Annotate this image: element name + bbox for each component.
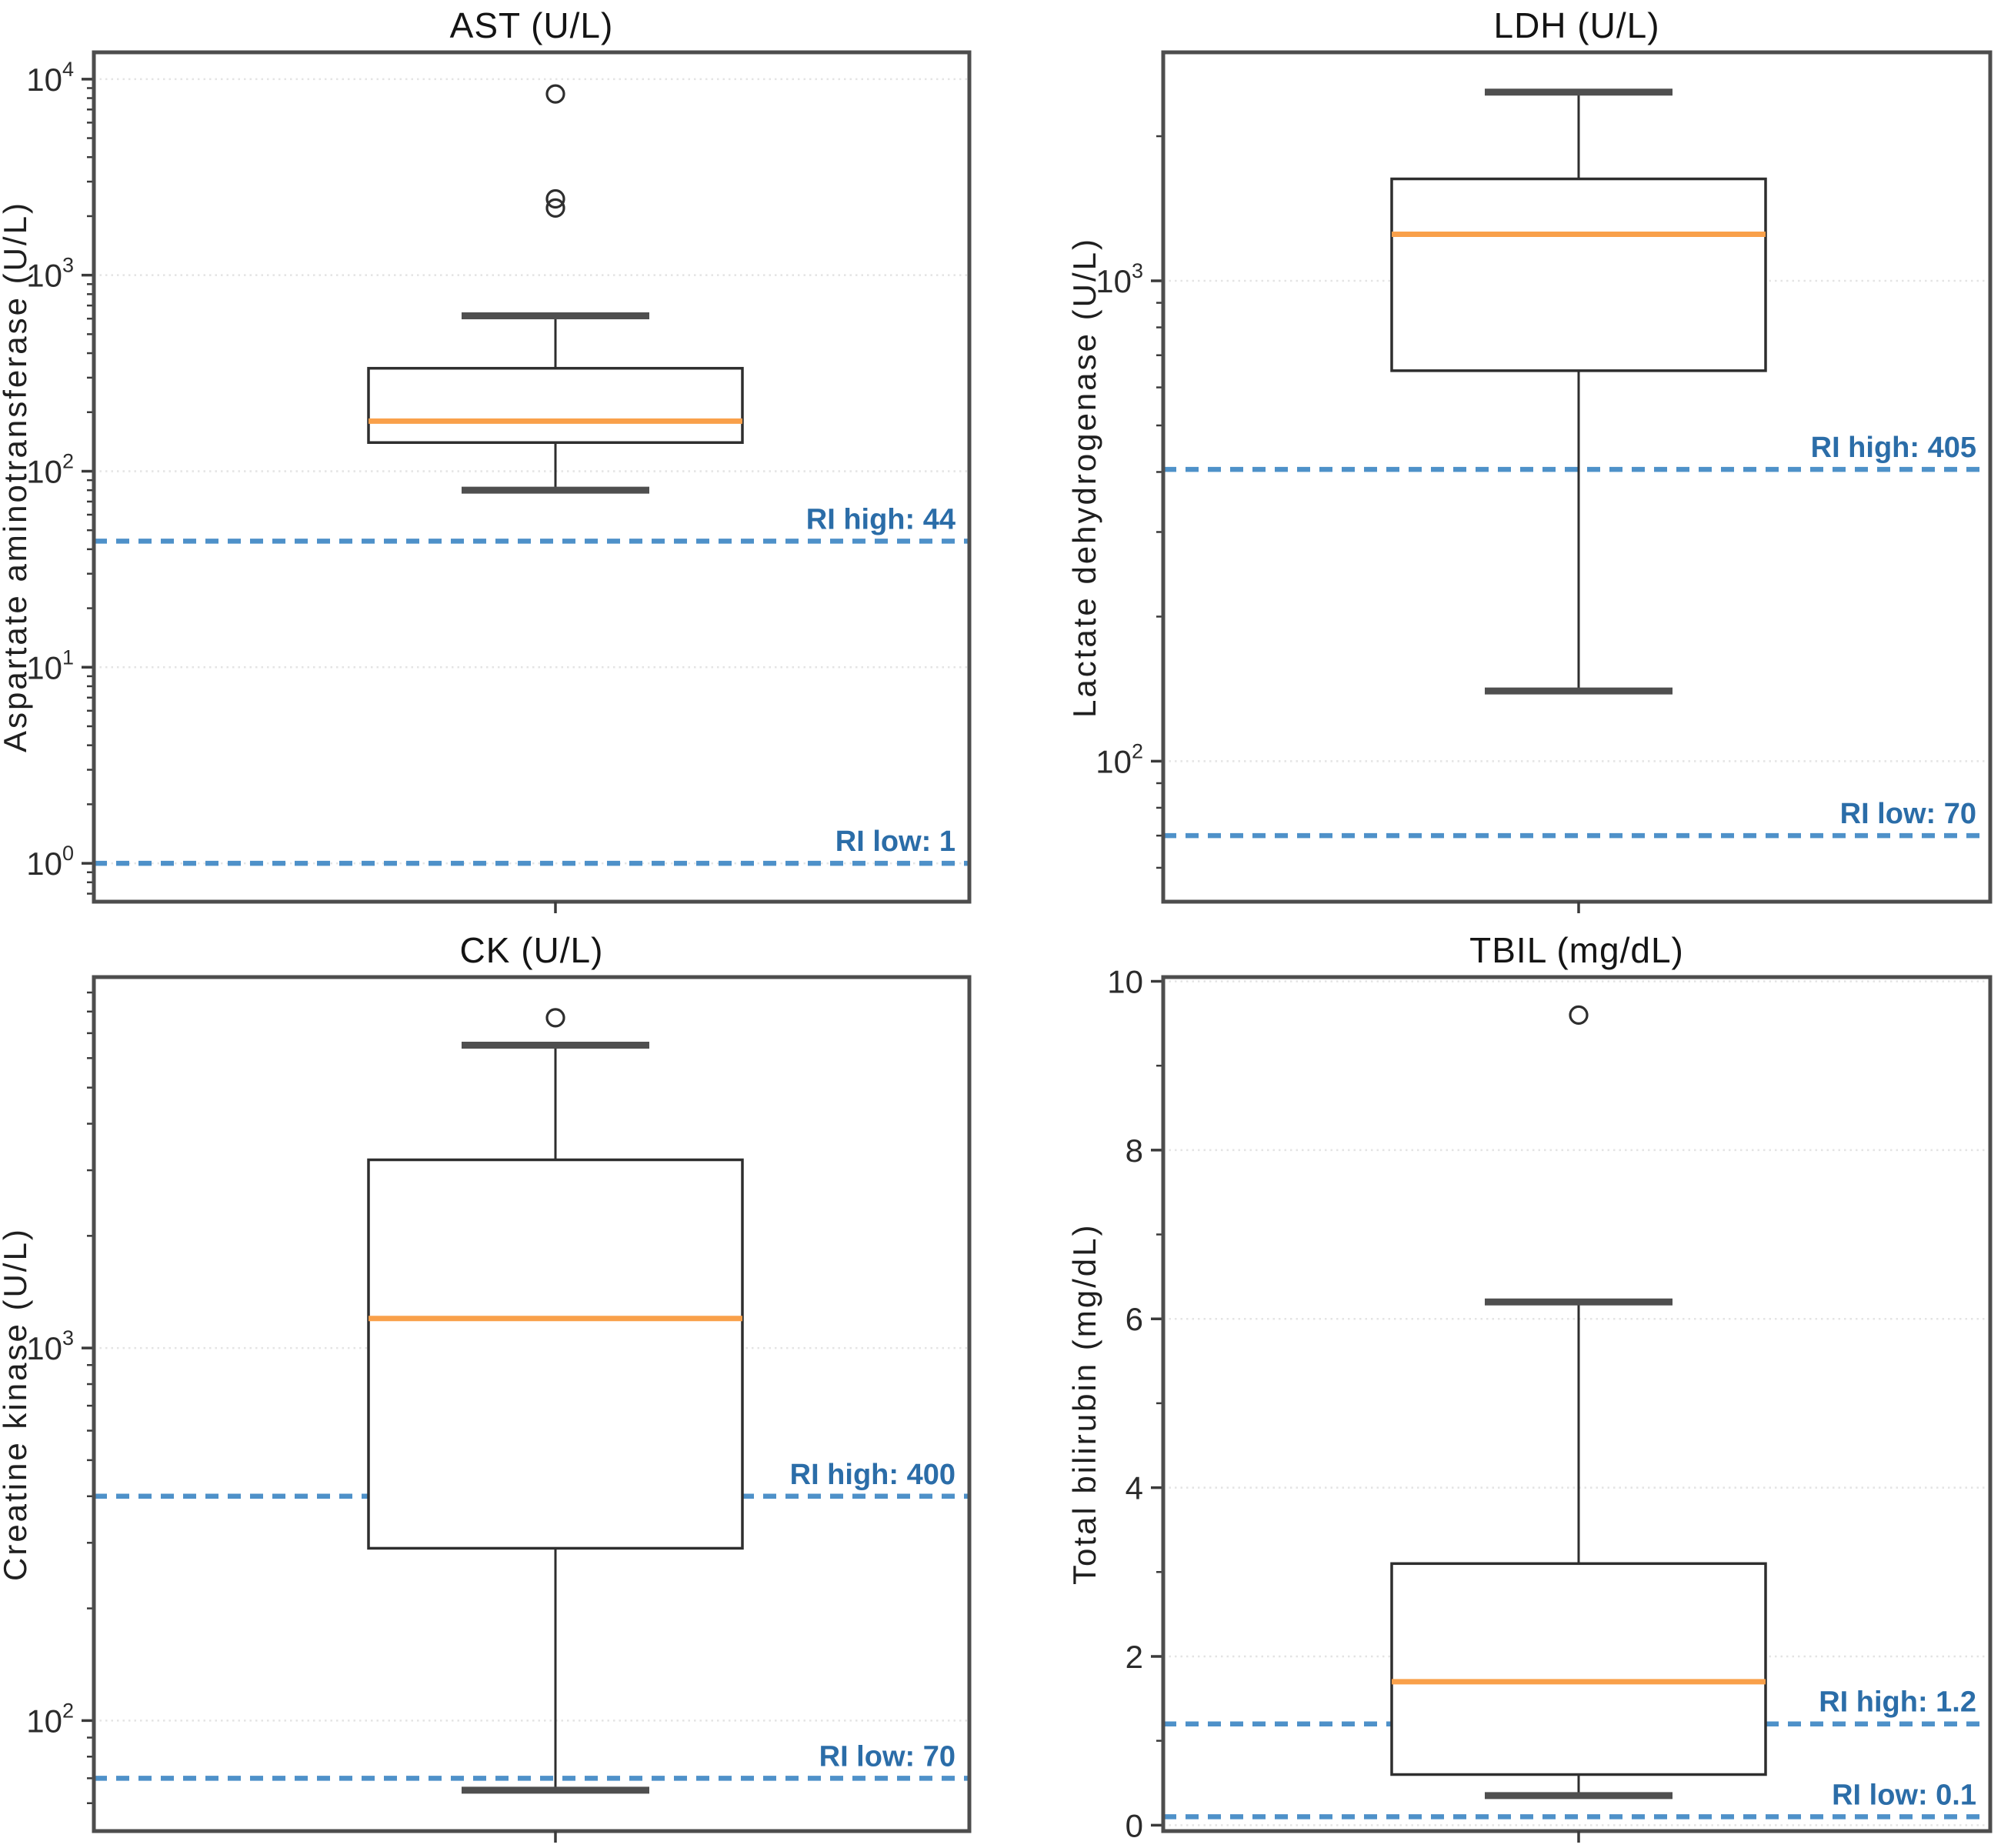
plot-frame (92, 975, 972, 1833)
y-tick-label: 103 (26, 254, 74, 294)
plot-frame (1161, 975, 1993, 1833)
ri_low-label: RI low: 70 (1840, 798, 1976, 830)
outlier-point (545, 84, 565, 104)
panel-title: LDH (U/L) (1493, 5, 1660, 45)
panel-title: CK (U/L) (459, 930, 604, 970)
plot-area: 10 8 6 4 2 0 RI high: 1.2 RI low: 0.1 (1107, 963, 1993, 1843)
plot-area: 104 103 102 101 100 RI high: 44 RI low: 1 (26, 50, 972, 913)
y-tick-label: 6 (1126, 1301, 1143, 1337)
plot-frame (1161, 50, 1993, 904)
plot-frame (92, 50, 972, 904)
outlier-point (1569, 1005, 1589, 1025)
panel-title: AST (U/L) (449, 5, 614, 45)
panel-ast: AST (U/L) Aspartate aminotransferase (U/… (0, 5, 972, 913)
y-tick-label: 102 (26, 449, 74, 489)
ri_low-label: RI low: 70 (819, 1740, 955, 1773)
ri_low-label: RI low: 1 (835, 826, 955, 858)
y-tick-label: 101 (26, 645, 74, 685)
outlier-point (545, 188, 565, 209)
iqr-box (1390, 1562, 1767, 1776)
iqr-box (367, 1158, 744, 1550)
y-tick-label: 4 (1126, 1470, 1143, 1506)
panel-ck: CK (U/L) Creatine kinase (U/L) 103 102 RI … (0, 930, 972, 1843)
panel-tbil: TBIL (mg/dL) Total bilirubin (mg/dL) 10 8… (1066, 930, 1993, 1843)
panel-title: TBIL (mg/dL) (1469, 930, 1684, 970)
outlier-point (545, 1008, 565, 1028)
y-tick-label: 102 (1096, 739, 1143, 779)
plot-area: 103 102 RI high: 405 RI low: 70 (1096, 50, 1993, 913)
ri_high-label: RI high: 400 (790, 1459, 955, 1491)
y-tick-label: 103 (26, 1326, 74, 1366)
y-tick-label: 0 (1126, 1807, 1143, 1843)
y-tick-label: 104 (26, 58, 74, 98)
ri_high-label: RI high: 405 (1811, 432, 1976, 464)
y-tick-label: 102 (26, 1699, 74, 1739)
y-axis-label: Total bilirubin (mg/dL) (1066, 1223, 1102, 1586)
y-tick-label: 103 (1096, 259, 1143, 299)
y-tick-label: 10 (1107, 963, 1143, 999)
panel-ldh: LDH (U/L) Lactate dehydrogenase (U/L) 10… (1066, 5, 1993, 913)
iqr-box (367, 366, 744, 444)
y-tick-label: 2 (1126, 1639, 1143, 1675)
iqr-box (1390, 177, 1767, 372)
y-tick-label: 8 (1126, 1132, 1143, 1169)
ri_high-label: RI high: 44 (806, 503, 955, 535)
y-tick-label: 100 (26, 842, 74, 882)
outlier-point (545, 198, 565, 218)
ri_high-label: RI high: 1.2 (1819, 1686, 1976, 1719)
plot-area: 103 102 RI high: 400 RI low: 70 (26, 975, 972, 1843)
ri_low-label: RI low: 0.1 (1832, 1779, 1976, 1811)
